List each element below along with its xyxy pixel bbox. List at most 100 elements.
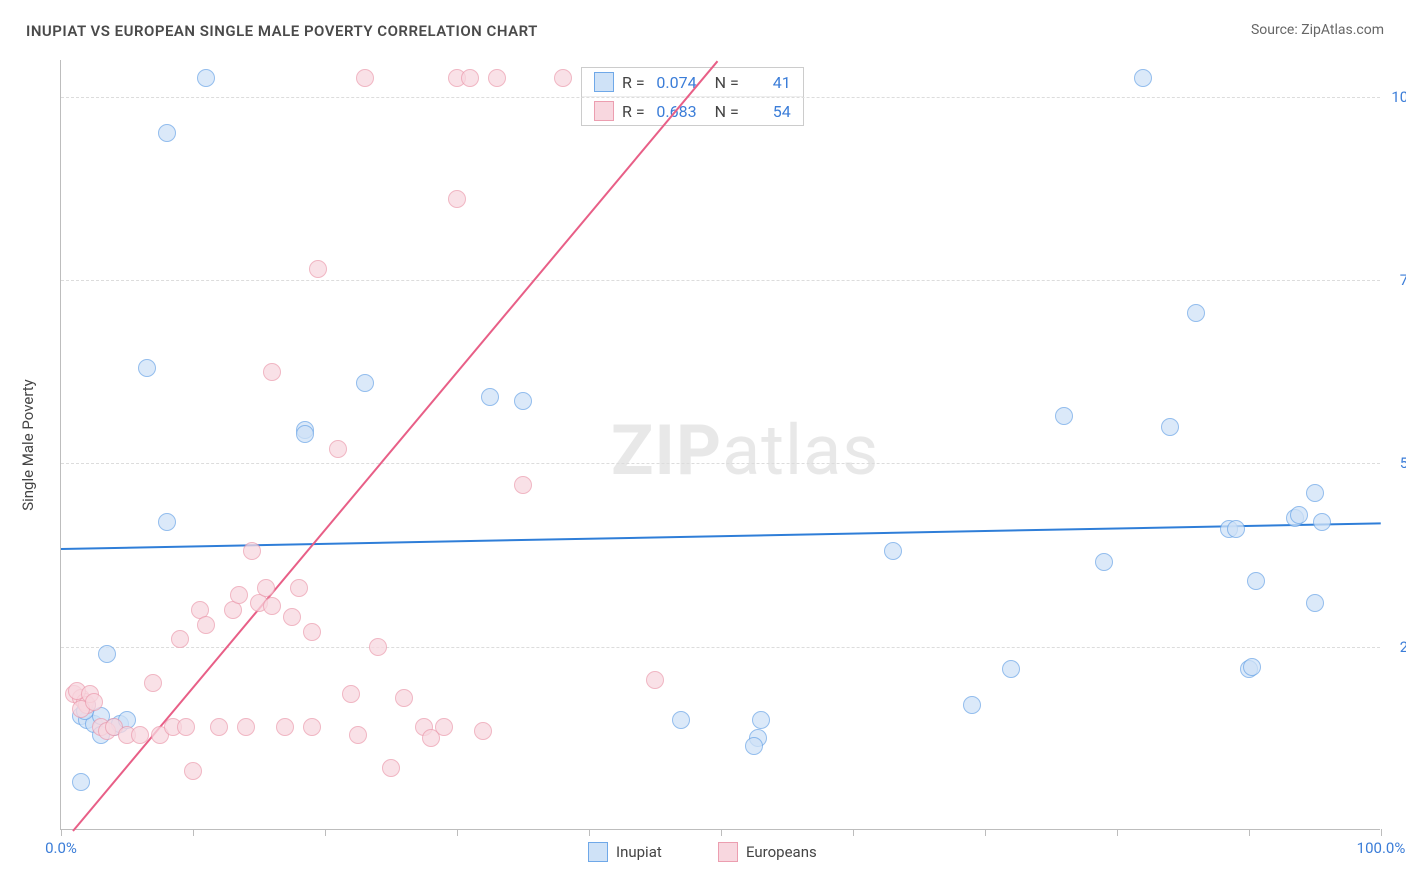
legend-swatch [588, 842, 608, 862]
scatter-point [474, 722, 492, 740]
scatter-point [171, 630, 189, 648]
y-tick-label: 100.0% [1388, 88, 1406, 106]
x-tick [985, 829, 986, 836]
scatter-point [395, 689, 413, 707]
scatter-point [1095, 553, 1113, 571]
scatter-point [342, 685, 360, 703]
scatter-point [448, 190, 466, 208]
scatter-point [514, 392, 532, 410]
scatter-point [461, 69, 479, 87]
scatter-point [184, 762, 202, 780]
scatter-point [356, 69, 374, 87]
y-tick-label: 25.0% [1388, 638, 1406, 656]
scatter-point [177, 718, 195, 736]
scatter-point [263, 363, 281, 381]
scatter-point [1002, 660, 1020, 678]
stats-row: R = 0.074 N = 41 [582, 68, 803, 97]
scatter-point [144, 674, 162, 692]
scatter-point [303, 718, 321, 736]
x-tick [1249, 829, 1250, 836]
legend-label: Inupiat [616, 843, 662, 861]
n-value: 54 [747, 102, 791, 121]
source-label: Source: [1251, 22, 1298, 38]
scatter-point [884, 542, 902, 560]
scatter-point [554, 69, 572, 87]
source-name: ZipAtlas.com [1301, 22, 1384, 38]
scatter-point [1306, 594, 1324, 612]
scatter-point [963, 696, 981, 714]
scatter-point [309, 260, 327, 278]
scatter-point [752, 711, 770, 729]
scatter-point [98, 645, 116, 663]
scatter-point [230, 586, 248, 604]
series-swatch [594, 101, 614, 121]
x-tick-label: 0.0% [45, 839, 77, 857]
scatter-point [263, 597, 281, 615]
scatter-point [514, 476, 532, 494]
scatter-point [158, 513, 176, 531]
x-tick [1381, 829, 1382, 836]
x-tick [721, 829, 722, 836]
scatter-point [356, 374, 374, 392]
scatter-point [1134, 69, 1152, 87]
scatter-point [672, 711, 690, 729]
watermark-atlas: atlas [722, 410, 879, 492]
scatter-point [1313, 513, 1331, 531]
scatter-point [1055, 407, 1073, 425]
scatter-point [1227, 520, 1245, 538]
x-tick [193, 829, 194, 836]
legend-swatch [718, 842, 738, 862]
watermark: ZIPatlas [611, 410, 879, 492]
scatter-point [382, 759, 400, 777]
scatter-point [329, 440, 347, 458]
stats-row: R =0.683N =54 [582, 97, 803, 125]
scatter-point [296, 425, 314, 443]
scatter-point [197, 616, 215, 634]
scatter-point [1306, 484, 1324, 502]
scatter-point [243, 542, 261, 560]
gridline [61, 463, 1380, 464]
r-label: R = [622, 102, 645, 121]
scatter-point [85, 693, 103, 711]
scatter-point [257, 579, 275, 597]
scatter-point [158, 124, 176, 142]
x-tick [325, 829, 326, 836]
scatter-point [138, 359, 156, 377]
n-value: 41 [747, 73, 791, 92]
scatter-point [1187, 304, 1205, 322]
regression-line [72, 60, 718, 831]
chart-title: INUPIAT VS EUROPEAN SINGLE MALE POVERTY … [26, 22, 538, 40]
gridline [61, 97, 1380, 98]
watermark-zip: ZIP [611, 410, 722, 492]
x-tick-label: 100.0% [1357, 839, 1406, 857]
r-value: 0.074 [653, 73, 697, 92]
y-axis-label: Single Male Poverty [19, 379, 37, 511]
scatter-point [1161, 418, 1179, 436]
scatter-point [481, 388, 499, 406]
n-label: N = [715, 102, 739, 121]
x-tick [589, 829, 590, 836]
x-tick [457, 829, 458, 836]
series-swatch [594, 72, 614, 92]
legend-item: Inupiat [588, 842, 662, 862]
gridline [61, 647, 1380, 648]
scatter-point [197, 69, 215, 87]
scatter-point [303, 623, 321, 641]
scatter-point [1243, 658, 1261, 676]
n-label: N = [715, 73, 739, 92]
scatter-point [435, 718, 453, 736]
scatter-point [210, 718, 228, 736]
scatter-point [1290, 506, 1308, 524]
gridline [61, 280, 1380, 281]
scatter-point [369, 638, 387, 656]
scatter-point [646, 671, 664, 689]
scatter-point [72, 773, 90, 791]
scatter-point [488, 69, 506, 87]
scatter-point [1247, 572, 1265, 590]
scatter-point [349, 726, 367, 744]
x-tick [853, 829, 854, 836]
scatter-point [237, 718, 255, 736]
scatter-point [283, 608, 301, 626]
scatter-point [745, 737, 763, 755]
r-label: R = [622, 73, 645, 92]
